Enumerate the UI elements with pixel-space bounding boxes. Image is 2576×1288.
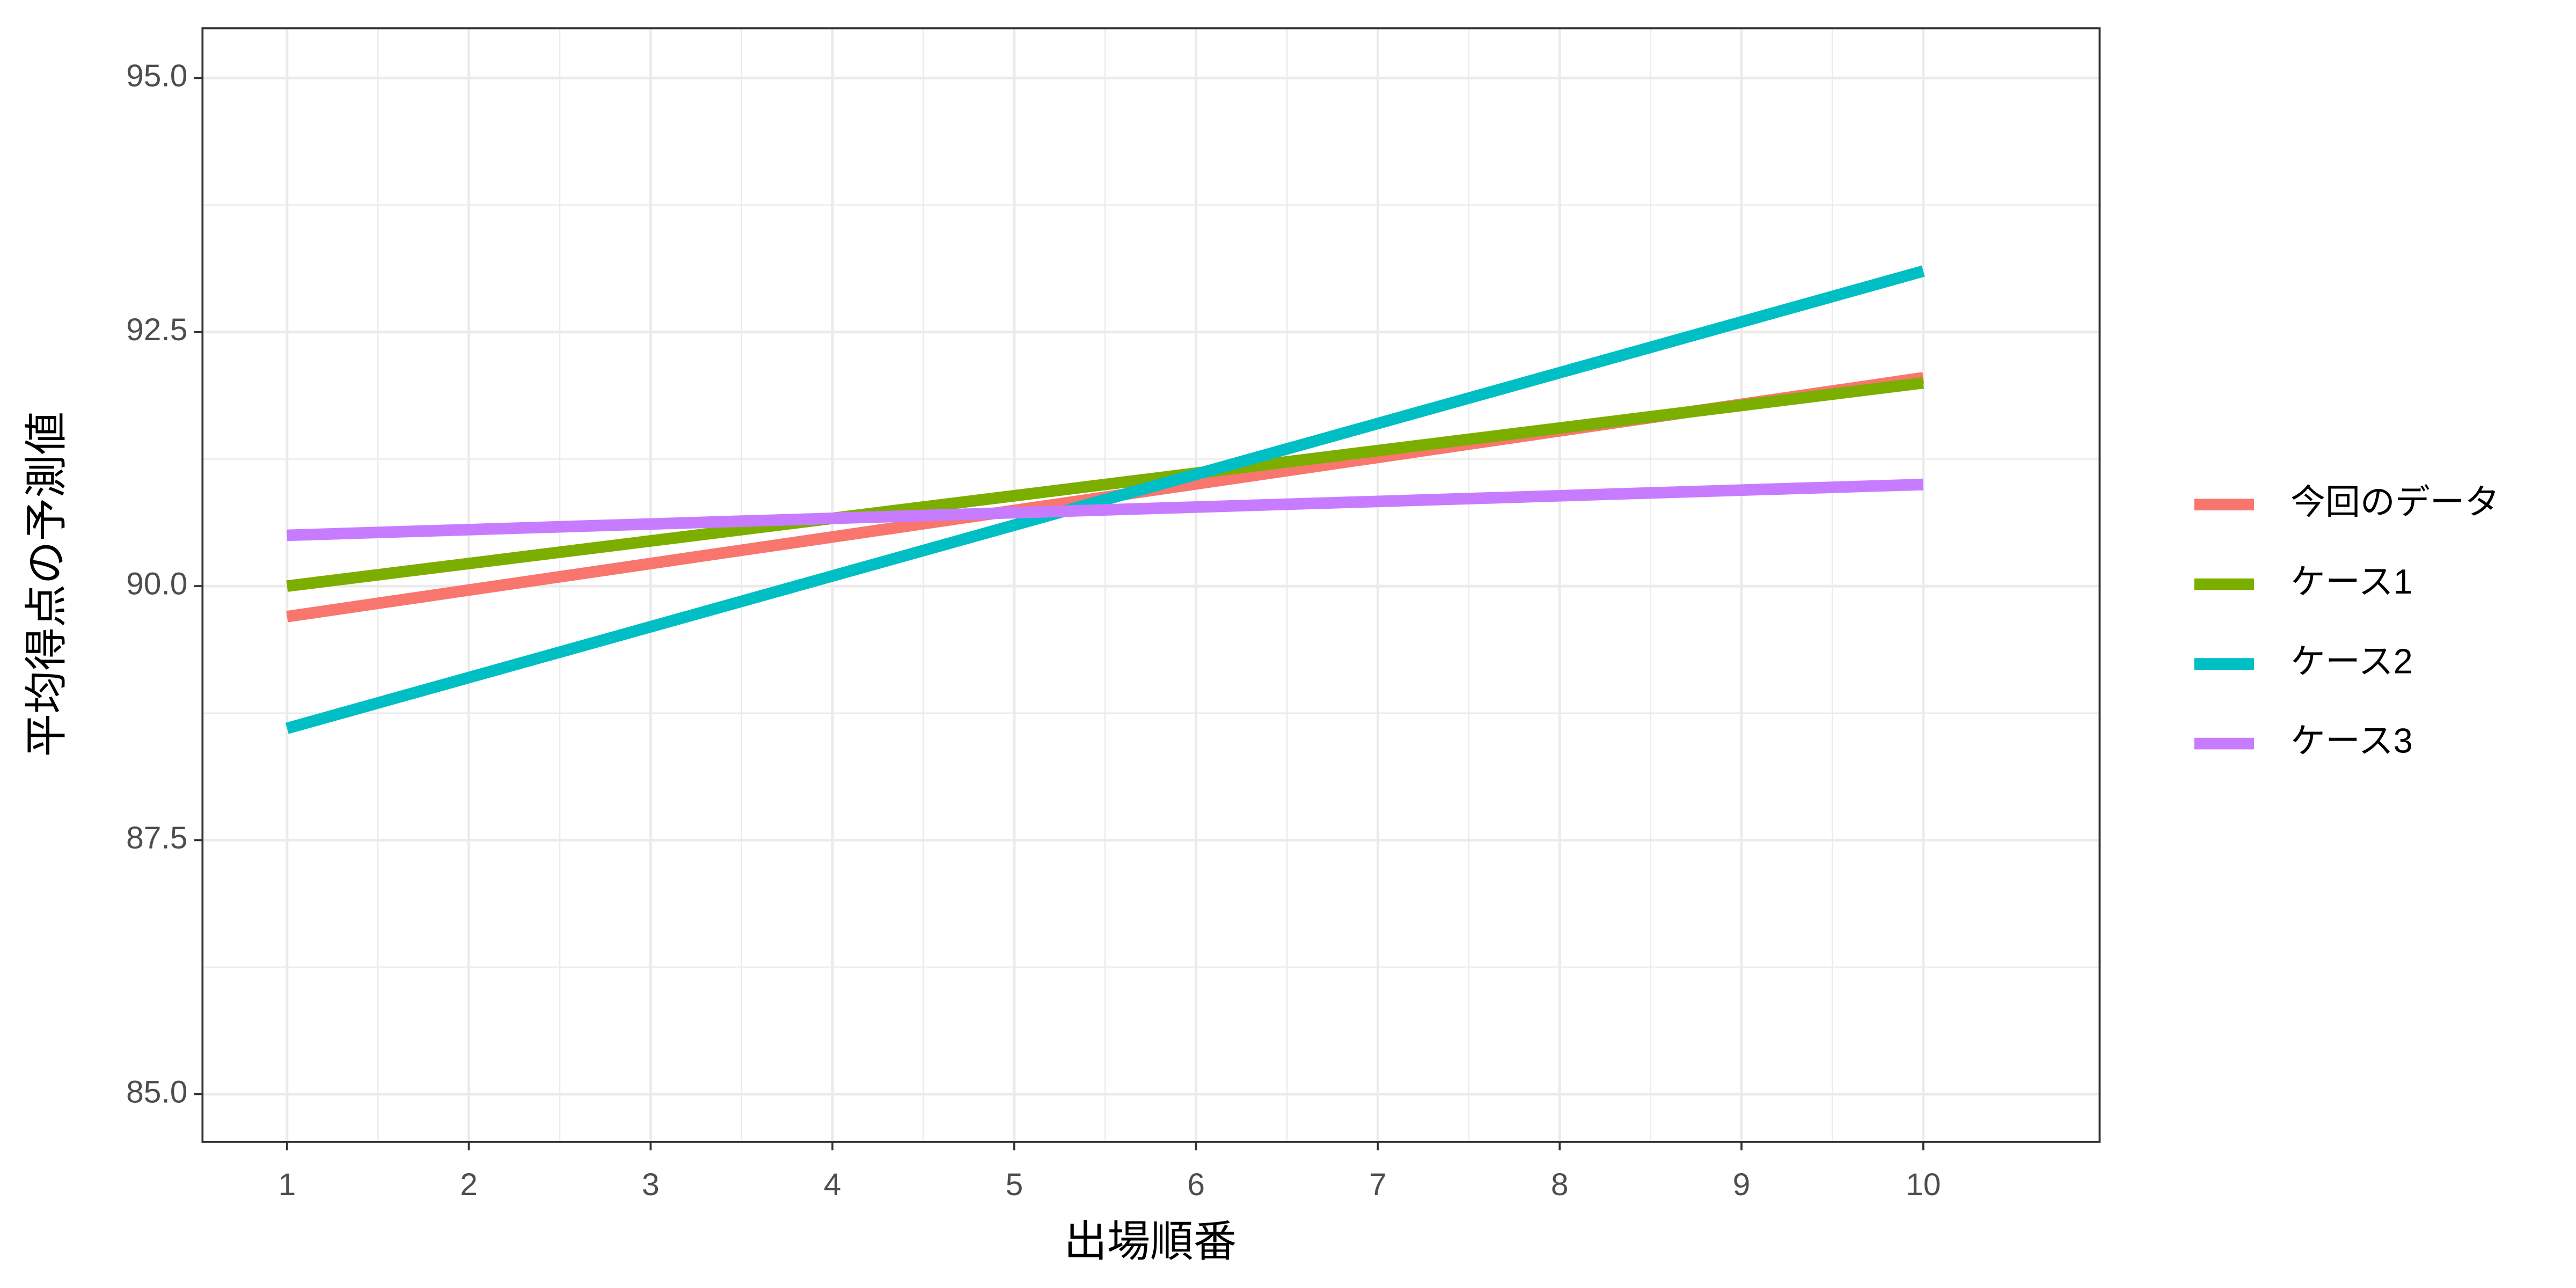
legend-label: ケース1 [2290, 562, 2413, 601]
x-tick-label: 8 [1551, 1167, 1569, 1202]
x-tick-label: 5 [1006, 1167, 1023, 1202]
grid [202, 28, 2100, 1142]
legend-label: ケース2 [2290, 641, 2413, 680]
x-tick-label: 1 [279, 1167, 296, 1202]
y-tick-label: 90.0 [126, 567, 187, 602]
x-tick-label: 9 [1733, 1167, 1751, 1202]
y-tick-label: 87.5 [126, 821, 187, 855]
x-tick-label: 2 [460, 1167, 478, 1202]
series-line [286, 377, 1924, 592]
x-axis-title: 出場順番 [1064, 1218, 1236, 1266]
panel-border [201, 27, 2101, 1143]
legend-label: ケース3 [2290, 721, 2413, 760]
y-tick-label: 95.0 [126, 58, 187, 93]
x-tick-label: 4 [824, 1167, 841, 1202]
lines [285, 265, 1925, 734]
x-tick-label: 7 [1369, 1167, 1387, 1202]
x-tick-label: 6 [1187, 1167, 1205, 1202]
x-tick-label: 3 [642, 1167, 660, 1202]
y-tick-label: 85.0 [126, 1074, 187, 1109]
series-line [285, 265, 1925, 734]
series-line [287, 478, 1924, 541]
legend-label: 今回のデータ [2290, 482, 2500, 521]
y-axis-title: 平均得点の予測値 [23, 412, 71, 757]
x-tick-label: 10 [1906, 1167, 1941, 1202]
y-tick-label: 92.5 [126, 312, 187, 347]
